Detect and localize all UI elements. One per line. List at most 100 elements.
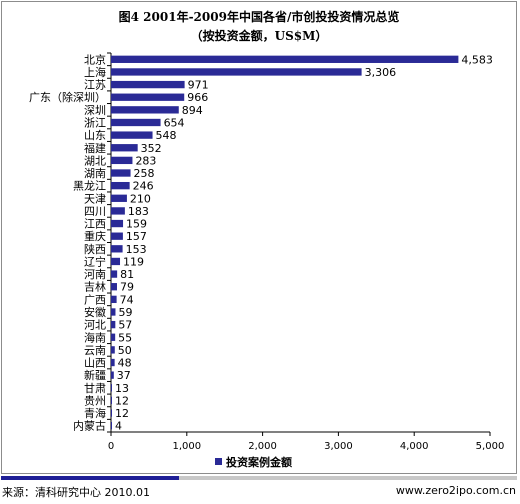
value-label: 59 (118, 306, 132, 319)
bar (111, 131, 153, 139)
category-label: 贵州 (84, 394, 106, 407)
chart-subtitle: （按投资金额，US$M） (191, 28, 328, 43)
value-label: 119 (123, 255, 144, 268)
x-tick-label: 4,000 (400, 441, 429, 452)
x-tick-label: 0 (108, 441, 114, 452)
x-tick-label: 3,000 (324, 441, 353, 452)
category-label: 广西 (84, 293, 106, 306)
bar (111, 181, 130, 190)
legend: 投资案例金额 (215, 455, 292, 469)
x-tick-label: 5,000 (476, 441, 505, 452)
value-label: 37 (117, 369, 131, 382)
value-label: 79 (120, 281, 134, 294)
category-label: 广东（除深圳） (29, 90, 106, 104)
value-label: 352 (141, 142, 162, 155)
value-label: 74 (120, 293, 134, 306)
x-tick-label: 1,000 (172, 441, 201, 452)
category-label: 福建 (84, 141, 106, 155)
bar-chart: 图4 2001年-2009年中国各省/市创投投资情况总览 （按投资金额，US$M… (29, 9, 504, 469)
bar (111, 308, 116, 316)
category-label: 湖南 (84, 167, 106, 180)
bar (111, 194, 127, 202)
category-label: 新疆 (84, 368, 106, 382)
category-label: 青海 (84, 406, 106, 420)
category-label: 安徽 (84, 305, 106, 319)
source-note: 来源：清科研究中心 2010.01 (2, 486, 150, 499)
value-label: 258 (134, 167, 155, 180)
value-label: 4,583 (461, 53, 493, 66)
value-label: 153 (126, 243, 147, 256)
category-label: 云南 (84, 344, 106, 357)
chart-frame (1, 1, 517, 474)
bar (111, 409, 112, 417)
value-label: 894 (182, 104, 203, 117)
bar (111, 270, 118, 278)
bar (111, 80, 185, 89)
value-label: 157 (126, 230, 147, 243)
category-label: 重庆 (84, 229, 106, 243)
category-label: 甘肃 (84, 382, 106, 395)
category-label: 江西 (84, 218, 106, 231)
x-tick-label: 2,000 (248, 441, 277, 452)
bar (111, 68, 362, 76)
site-url: www.zero2ipo.com.cn (395, 484, 516, 497)
bar (111, 295, 117, 304)
value-label: 971 (188, 79, 209, 92)
bar (111, 55, 459, 63)
bar (111, 106, 179, 114)
bar (111, 232, 123, 240)
category-label: 河北 (84, 319, 106, 332)
value-label: 13 (115, 382, 129, 395)
category-label: 海南 (84, 330, 106, 344)
bar (111, 346, 115, 354)
footer-divider (1, 476, 517, 480)
category-label: 江苏 (84, 79, 106, 92)
bar (111, 371, 114, 379)
value-label: 548 (156, 129, 177, 142)
bar (111, 245, 123, 253)
category-label: 深圳 (84, 104, 106, 117)
chart-title: 图4 2001年-2009年中国各省/市创投投资情况总览 (119, 9, 400, 24)
value-label: 183 (128, 205, 149, 218)
category-label: 浙江 (84, 116, 106, 129)
bar (111, 118, 161, 127)
legend-label: 投资案例金额 (226, 455, 292, 469)
bar (111, 396, 112, 405)
bar (111, 219, 124, 228)
category-label: 山西 (84, 357, 106, 370)
value-label: 12 (115, 394, 129, 407)
category-label: 河南 (84, 268, 106, 281)
value-label: 654 (164, 116, 185, 129)
value-label: 3,306 (365, 66, 397, 79)
category-label: 北京 (84, 52, 106, 66)
bar (111, 333, 116, 341)
bar (111, 207, 125, 215)
category-label: 天津 (84, 192, 106, 205)
value-label: 966 (187, 91, 208, 104)
bar (111, 283, 117, 291)
category-label: 黑龙江 (73, 180, 106, 193)
value-label: 210 (130, 192, 151, 205)
value-label: 57 (118, 319, 132, 332)
value-label: 50 (118, 344, 132, 357)
category-label: 湖北 (84, 154, 106, 167)
category-label: 吉林 (84, 280, 106, 294)
value-label: 55 (118, 331, 132, 344)
bar (111, 169, 131, 177)
bar (111, 156, 133, 165)
category-label: 四川 (84, 205, 106, 218)
bar (111, 257, 121, 266)
bar (111, 144, 138, 152)
bar (111, 422, 112, 430)
bar (111, 384, 112, 392)
value-label: 12 (115, 407, 129, 420)
value-label: 159 (126, 218, 147, 231)
value-label: 4 (115, 420, 122, 433)
category-label: 上海 (84, 65, 106, 79)
footer-accent (1, 476, 179, 480)
plot-area: 北京 4,583 上海 3,306 江苏 971 广东（除深圳） 966 深圳 894 浙江 654 山… (29, 52, 504, 452)
legend-swatch (215, 458, 222, 465)
value-label: 283 (135, 154, 156, 167)
bar (111, 93, 185, 101)
category-label: 辽宁 (84, 254, 106, 268)
